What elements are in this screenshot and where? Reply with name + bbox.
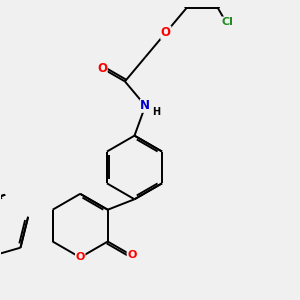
- Text: Cl: Cl: [222, 17, 234, 27]
- Text: O: O: [97, 62, 107, 75]
- Text: N: N: [140, 99, 150, 112]
- Text: H: H: [152, 106, 160, 117]
- Text: O: O: [127, 250, 136, 260]
- Text: O: O: [76, 252, 85, 262]
- Text: O: O: [161, 26, 171, 39]
